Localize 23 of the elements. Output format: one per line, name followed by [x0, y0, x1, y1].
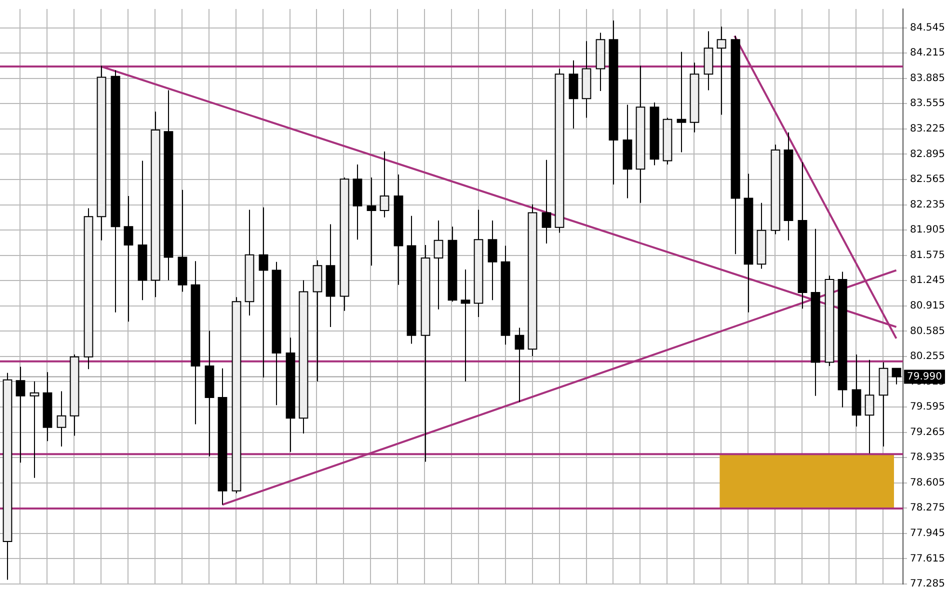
- y-tick-label: 80.585: [910, 326, 946, 337]
- y-tick-label: 81.905: [910, 224, 946, 236]
- y-tick-label: 78.935: [910, 452, 946, 464]
- y-tick-label: 80.255: [910, 351, 946, 362]
- y-tick-label: 82.235: [910, 199, 946, 210]
- y-tick-label: 77.615: [910, 553, 946, 564]
- y-tick-label: 79.595: [910, 402, 946, 413]
- y-tick-label: 82.895: [910, 148, 946, 160]
- y-tick-label: 82.565: [910, 174, 946, 186]
- y-tick-label: 84.545: [910, 22, 946, 34]
- y-tick-label: 80.915: [910, 300, 946, 312]
- y-tick-label: 83.555: [910, 98, 946, 110]
- y-tick-label: 78.275: [910, 502, 946, 514]
- y-tick-label: 84.215: [910, 48, 946, 59]
- y-tick-label: 83.885: [910, 72, 946, 84]
- y-tick-label: 77.945: [910, 528, 946, 540]
- y-tick-label: 77.285: [910, 578, 946, 590]
- y-tick-label: 78.605: [910, 477, 946, 488]
- y-tick-label: 83.225: [910, 123, 946, 134]
- y-tick-label: 81.575: [910, 250, 946, 261]
- y-tick-label: 79.265: [910, 426, 946, 438]
- ref-line-label: 79.990: [907, 371, 942, 382]
- y-tick-label: 81.245: [910, 275, 946, 286]
